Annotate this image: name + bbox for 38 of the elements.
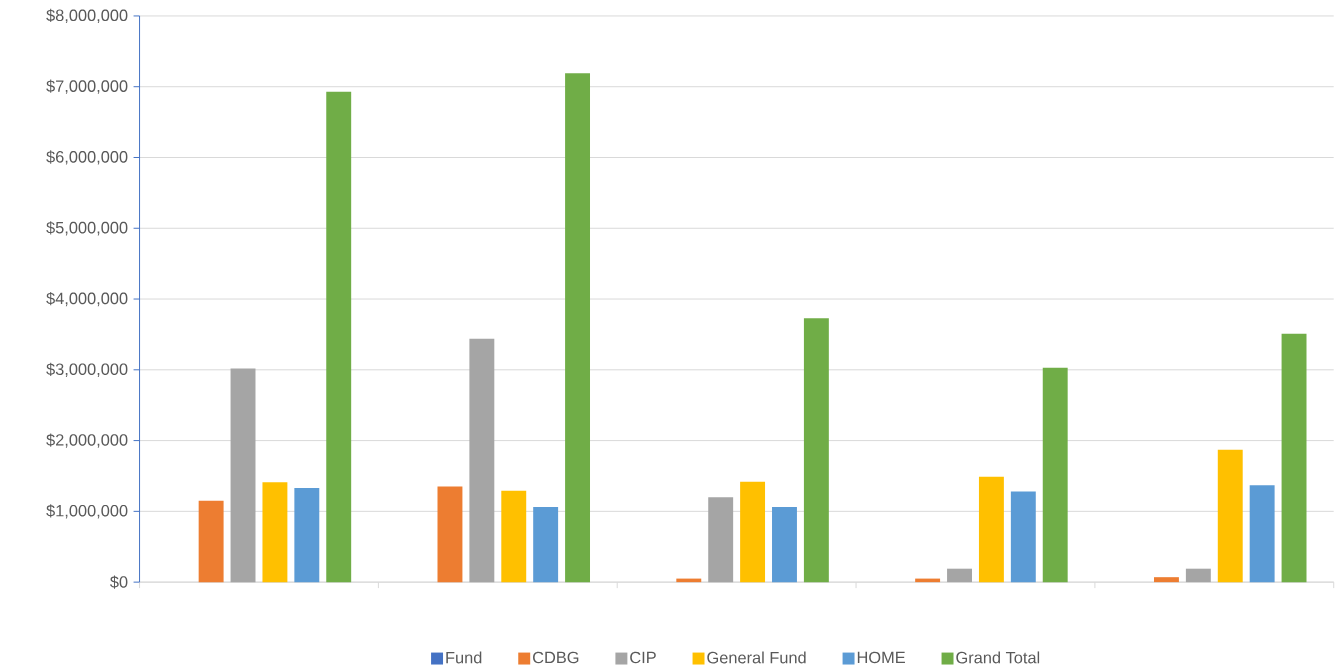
legend-label: CIP (630, 651, 656, 664)
bar (1249, 485, 1275, 583)
bar (1010, 491, 1036, 583)
y-tick-label: $2,000,000 (46, 433, 128, 448)
bar (437, 486, 463, 583)
bar (501, 490, 527, 583)
bar (294, 488, 320, 583)
bar (1153, 577, 1179, 583)
bar (772, 507, 797, 583)
bar (740, 481, 766, 583)
bar (326, 91, 352, 583)
legend-label: Fund (446, 651, 482, 664)
bar (1185, 568, 1211, 583)
bar (198, 500, 224, 583)
bar (708, 497, 734, 583)
bar (262, 482, 288, 583)
legend-label: Grand Total (956, 651, 1040, 664)
legend-label: General Fund (707, 651, 806, 664)
y-tick-label: $7,000,000 (46, 79, 128, 94)
bar (1217, 449, 1243, 583)
legend-label: HOME (857, 651, 905, 664)
bar (533, 507, 559, 583)
y-tick-label: $5,000,000 (46, 221, 128, 236)
bar (230, 368, 256, 583)
legend-label: CDBG (533, 651, 579, 664)
y-tick-label: $8,000,000 (46, 8, 128, 24)
bar (978, 476, 1004, 583)
bar (803, 318, 829, 583)
y-tick-label: $4,000,000 (46, 292, 128, 307)
y-tick-label: $0 (110, 575, 128, 589)
y-tick-label: $3,000,000 (46, 362, 128, 378)
bar (469, 338, 495, 583)
y-tick-label: $6,000,000 (46, 150, 128, 165)
bar (1281, 333, 1307, 583)
bar (947, 568, 972, 583)
bar (1042, 367, 1068, 583)
bar (565, 73, 591, 583)
y-tick-label: $1,000,000 (46, 504, 128, 519)
